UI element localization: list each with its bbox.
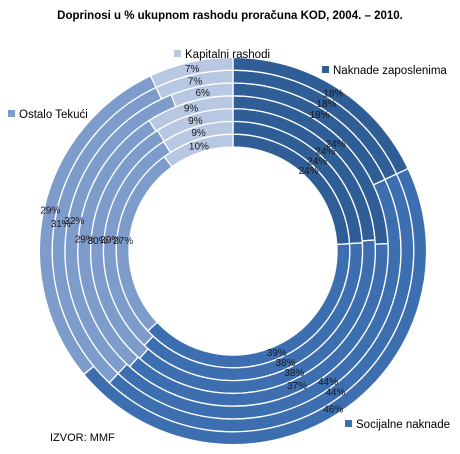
legend-swatch-3 — [8, 110, 15, 117]
data-label-2007-3: 29% — [75, 235, 95, 246]
chart-title: Doprinosi u % ukupnom rashodu proračuna … — [57, 10, 403, 22]
data-labels: 24% 39% 27% 10% 24% 38% 29% 9% 24% 38% 30% 9% 24% 37%… — [40, 64, 346, 416]
legend-swatch-1 — [174, 50, 181, 57]
segment-2010-4 — [149, 56, 234, 89]
data-label-2006-3: 30% — [87, 236, 107, 247]
data-label-2009-4: 7% — [188, 76, 203, 87]
data-label-2010-3: 29% — [40, 206, 60, 217]
legend-label-2: Naknade zaposlenima — [333, 65, 447, 77]
data-label-2008-2: 44% — [318, 377, 338, 388]
data-label-2008-1: 18% — [310, 110, 330, 121]
legend-label-4: Socijalne naknade — [356, 419, 450, 431]
data-label-2009-1: 18% — [316, 99, 336, 110]
legend-swatch-2 — [322, 66, 329, 73]
data-label-2005-4: 9% — [191, 128, 206, 139]
data-label-2005-3: 29% — [100, 235, 120, 246]
source-note: IZVOR: MMF — [50, 432, 115, 444]
rings — [38, 56, 428, 446]
data-label-2008-3: 32% — [64, 216, 84, 227]
legend-swatch-4 — [345, 420, 352, 427]
data-label-2009-2: 44% — [325, 388, 345, 399]
legend-label-3: Ostalo Tekući — [19, 109, 88, 121]
data-label-2004-2: 39% — [267, 348, 287, 359]
data-label-2006-2: 38% — [284, 368, 304, 379]
data-label-2008-4: 6% — [195, 88, 210, 99]
data-label-2010-4: 7% — [185, 64, 200, 75]
data-label-2009-3: 31% — [51, 219, 71, 230]
legend-label-1: Kapitalni rashodi — [185, 49, 270, 61]
data-label-2007-1: 24% — [326, 139, 346, 150]
data-label-2004-3: 27% — [113, 236, 133, 247]
data-label-2004-1: 24% — [299, 166, 319, 177]
data-label-2006-1: 24% — [315, 147, 335, 158]
data-label-2007-2: 37% — [287, 381, 307, 392]
data-label-2005-2: 38% — [275, 358, 295, 369]
data-label-2010-1: 18% — [323, 88, 343, 99]
data-label-2005-1: 24% — [307, 157, 327, 168]
data-label-2004-4: 10% — [189, 142, 209, 153]
legend: Kapitalni rashodi Naknade zaposlenima Osta… — [8, 49, 450, 431]
data-label-2006-4: 9% — [188, 116, 203, 127]
data-label-2010-2: 46% — [323, 405, 343, 416]
data-label-2007-4: 9% — [184, 104, 199, 115]
